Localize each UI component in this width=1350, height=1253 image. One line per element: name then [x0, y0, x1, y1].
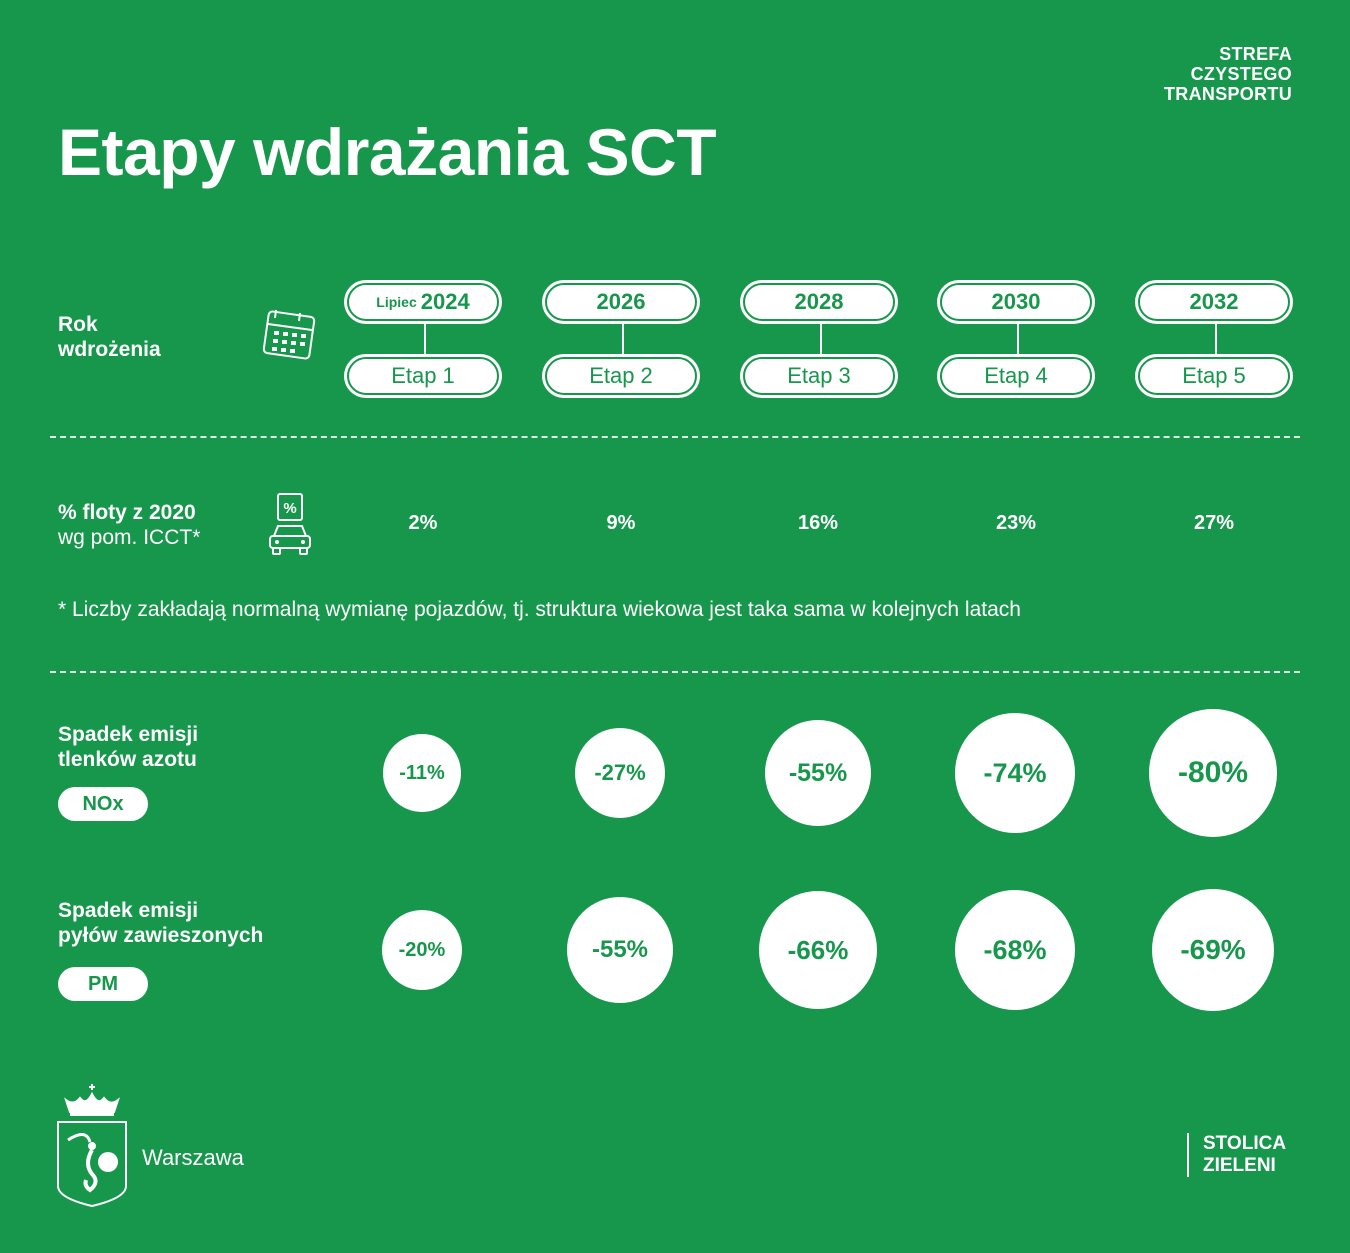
divider — [50, 436, 1300, 438]
year-prefix-1: Lipiec — [376, 294, 417, 310]
nox-row-label-line-1: Spadek emisji — [58, 723, 199, 746]
brand-label: STREFA CZYSTEGO TRANSPORTU — [1072, 44, 1292, 104]
slogan: STOLICA ZIELENI — [1187, 1133, 1286, 1177]
year-pill-5: 2032 — [1138, 283, 1290, 321]
fleet-row-label-bold: % floty z 2020 — [58, 501, 196, 524]
slogan-line-1: STOLICA — [1203, 1133, 1287, 1154]
pm-circle-3: -66% — [759, 891, 877, 1009]
brand-line-1: STREFA — [1219, 44, 1292, 64]
pm-row-label: Spadek emisji pyłów zawieszonych — [58, 898, 263, 948]
stage-pill-3: Etap 3 — [743, 357, 895, 395]
year-pill-3: 2028 — [743, 283, 895, 321]
fleet-value-4: 23% — [995, 512, 1037, 534]
nox-circle-5: -80% — [1149, 709, 1277, 837]
year-pill-4: 2030 — [940, 283, 1092, 321]
year-row-label-line-2: wdrożenia — [58, 338, 161, 361]
fleet-value-2: 9% — [606, 512, 636, 534]
pm-tag: PM — [58, 967, 148, 1001]
pm-circle-5: -69% — [1152, 889, 1274, 1011]
connector-line — [1017, 323, 1019, 357]
calendar-icon — [262, 304, 318, 365]
page-title: Etapy wdrażania SCT — [58, 115, 717, 189]
year-value-3: 2028 — [794, 289, 844, 314]
nox-row-label-line-2: tlenków azotu — [58, 748, 197, 771]
stage-pill-2: Etap 2 — [545, 357, 697, 395]
warsaw-coat-of-arms-icon — [56, 1082, 128, 1215]
connector-line — [622, 323, 624, 357]
year-value-2: 2026 — [596, 289, 646, 314]
nox-tag: NOx — [58, 787, 148, 821]
car-percent-icon: % — [266, 492, 314, 561]
year-value-5: 2032 — [1189, 289, 1239, 314]
nox-row-label: Spadek emisji tlenków azotu — [58, 722, 198, 772]
stage-pill-5: Etap 5 — [1138, 357, 1290, 395]
pm-row-label-line-2: pyłów zawieszonych — [58, 924, 264, 947]
pm-circle-4: -68% — [955, 890, 1075, 1010]
nox-circle-1: -11% — [383, 734, 461, 812]
svg-text:%: % — [283, 500, 296, 517]
nox-circle-2: -27% — [575, 728, 665, 818]
nox-circle-3: -55% — [765, 720, 871, 826]
pm-circle-2: -55% — [567, 897, 673, 1003]
year-pill-1: Lipiec 2024 — [347, 283, 499, 321]
fleet-value-3: 16% — [797, 512, 839, 534]
connector-line — [1215, 323, 1217, 357]
pm-circle-1: -20% — [382, 910, 462, 990]
fleet-value-1: 2% — [408, 512, 438, 534]
year-row-label: Rok wdrożenia — [58, 312, 161, 362]
pm-row-label-line-1: Spadek emisji — [58, 899, 199, 922]
brand-line-2: CZYSTEGO — [1190, 64, 1292, 84]
fleet-row-label: % floty z 2020 wg pom. ICCT* — [58, 500, 200, 550]
nox-circle-4: -74% — [955, 713, 1075, 833]
year-row-label-line-1: Rok — [58, 313, 98, 336]
footnote: * Liczby zakładają normalną wymianę poja… — [58, 598, 1021, 621]
year-value-1: 2024 — [420, 289, 470, 314]
divider — [50, 671, 1300, 673]
year-pill-2: 2026 — [545, 283, 697, 321]
stage-pill-4: Etap 4 — [940, 357, 1092, 395]
fleet-row-label-normal: wg pom. ICCT* — [58, 526, 201, 549]
year-value-4: 2030 — [991, 289, 1041, 314]
slogan-line-2: ZIELENI — [1203, 1155, 1276, 1176]
connector-line — [424, 323, 426, 357]
brand-line-3: TRANSPORTU — [1164, 84, 1292, 104]
stage-pill-1: Etap 1 — [347, 357, 499, 395]
fleet-value-5: 27% — [1193, 512, 1235, 534]
city-name: Warszawa — [142, 1145, 244, 1170]
connector-line — [820, 323, 822, 357]
